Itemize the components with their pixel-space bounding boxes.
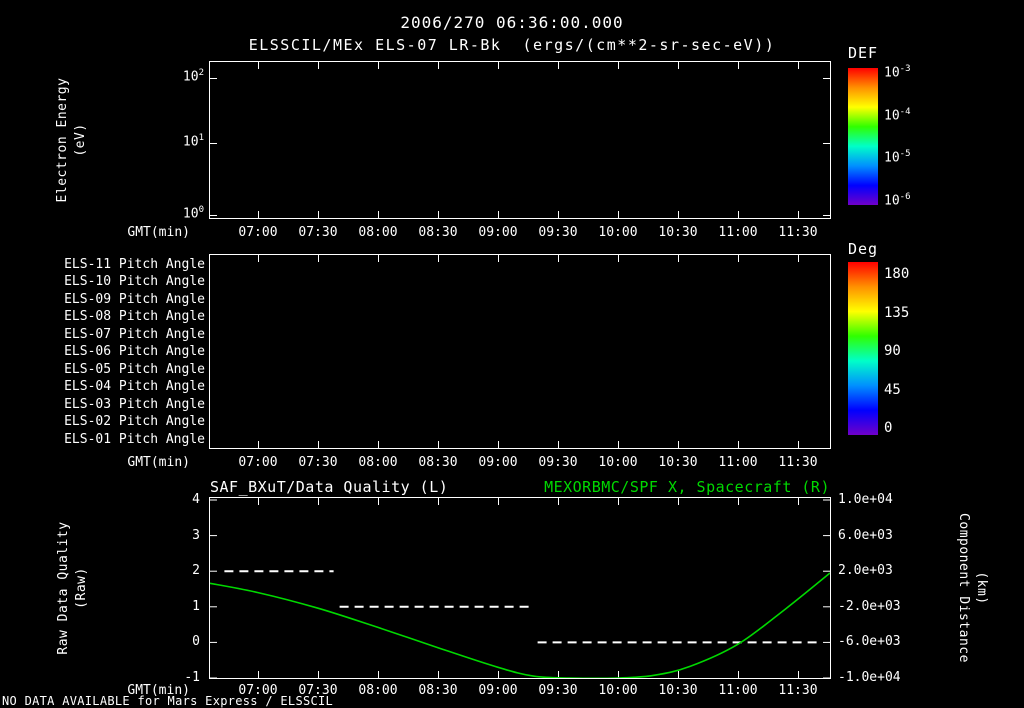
x-tick-label: 07:00 <box>238 455 278 470</box>
x-tick-label: 08:30 <box>418 455 458 470</box>
x-tick-label: 08:30 <box>418 683 458 698</box>
plot-datetime: 2006/270 06:36:00.000 <box>400 13 624 32</box>
quality-y-tick-label: -1 <box>184 670 200 685</box>
def-colorbar-tick-label: 10-4 <box>884 106 911 123</box>
x-tick-label: 09:30 <box>538 683 578 698</box>
deg-colorbar <box>848 262 878 435</box>
spacecraft-x-curve <box>210 572 830 678</box>
x-tick-label: 11:00 <box>718 455 758 470</box>
x-tick-label: 11:00 <box>718 225 758 240</box>
pitch-row-label: ELS-10 Pitch Angle <box>64 274 205 290</box>
pitch-row-label: ELS-09 Pitch Angle <box>64 291 205 307</box>
ylabel-line-2: (Raw) <box>73 567 89 609</box>
quality-y-tick-label: 0 <box>192 634 200 650</box>
spectrogram-y-tick-label: 100 <box>182 204 204 222</box>
def-colorbar-title: DEF <box>848 44 879 62</box>
distance-y-tick-label: -2.0e+03 <box>838 598 901 614</box>
x-tick-label: 11:30 <box>778 683 818 698</box>
def-colorbar-tick-label: 10-5 <box>884 149 911 166</box>
x-tick-label: 07:30 <box>298 225 338 240</box>
x-tick-label: 10:00 <box>598 455 638 470</box>
def-colorbar <box>848 68 878 205</box>
spectrogram-y-axis-label: Electron Energy (eV) <box>51 40 91 240</box>
distance-y-tick-label: 6.0e+03 <box>838 527 893 543</box>
spectrogram-y-tick-label: 101 <box>182 133 204 150</box>
quality-title-left: SAF_BXuT/Data Quality (L) <box>210 478 449 496</box>
distance-y-axis-label: Component Distance (km) <box>953 488 993 688</box>
quality-y-tick-label: 2 <box>192 563 200 579</box>
x-tick-label: 11:00 <box>718 683 758 698</box>
pitch-row-label: ELS-03 Pitch Angle <box>64 396 205 412</box>
x-tick-label: 07:00 <box>238 683 278 698</box>
def-colorbar-tick-label: 10-6 <box>884 191 911 208</box>
pitch-row-label: ELS-06 Pitch Angle <box>64 344 205 360</box>
pitch-row-label: ELS-02 Pitch Angle <box>64 414 205 430</box>
pitch-row-label: ELS-04 Pitch Angle <box>64 379 205 395</box>
x-tick-label: 10:30 <box>658 683 698 698</box>
ylabel-line-1: Component Distance <box>956 513 972 663</box>
deg-colorbar-tick-label: 135 <box>884 304 910 321</box>
x-tick-label: 10:30 <box>658 225 698 240</box>
pitch-row-label: ELS-05 Pitch Angle <box>64 361 205 377</box>
x-tick-label: 08:00 <box>358 225 398 240</box>
quality-panel <box>209 497 831 679</box>
deg-colorbar-tick-label: 180 <box>884 266 910 282</box>
quality-y-axis-label: Raw Data Quality (Raw) <box>52 488 92 688</box>
deg-colorbar-tick-label: 90 <box>884 343 901 359</box>
x-tick-label: 10:00 <box>598 225 638 240</box>
deg-colorbar-tick-label: 0 <box>884 420 893 436</box>
pitch-row-label: ELS-08 Pitch Angle <box>64 309 205 325</box>
quality-y-tick-label: 4 <box>192 492 200 507</box>
plot-title: ELSSCIL/MEx ELS-07 LR-Bk (ergs/(cm**2-sr… <box>248 36 776 54</box>
x-tick-label: 09:00 <box>478 225 518 240</box>
deg-colorbar-title: Deg <box>848 240 879 258</box>
x-tick-label: 08:00 <box>358 683 398 698</box>
ylabel-line-1: Raw Data Quality <box>55 521 71 655</box>
x-axis-label-panel1: GMT(min) <box>127 225 190 240</box>
distance-y-tick-label: -1.0e+04 <box>838 670 901 685</box>
spectrogram-panel <box>209 61 831 219</box>
pitch-row-label: ELS-01 Pitch Angle <box>64 432 205 447</box>
quality-y-tick-label: 1 <box>192 598 200 614</box>
x-tick-label: 10:30 <box>658 455 698 470</box>
x-axis-label-panel2: GMT(min) <box>127 455 190 470</box>
x-tick-label: 07:00 <box>238 225 278 240</box>
no-data-message: NO DATA AVAILABLE for Mars Express / ELS… <box>2 694 334 708</box>
deg-colorbar-tick-label: 45 <box>884 381 901 398</box>
ylabel-line-2: (eV) <box>72 123 88 157</box>
spectrogram-canvas <box>210 62 830 218</box>
x-tick-label: 11:30 <box>778 225 818 240</box>
quality-title-right: MEXORBMC/SPF X, Spacecraft (R) <box>544 478 830 496</box>
x-tick-label: 09:00 <box>478 683 518 698</box>
x-tick-label: 07:30 <box>298 455 338 470</box>
x-tick-label: 07:30 <box>298 683 338 698</box>
x-tick-label: 09:30 <box>538 225 578 240</box>
x-axis-label-panel3: GMT(min) <box>127 683 190 698</box>
quality-canvas <box>210 498 830 678</box>
distance-y-tick-label: 1.0e+04 <box>838 492 893 507</box>
x-tick-label: 09:00 <box>478 455 518 470</box>
pitch-angle-panel <box>209 254 831 449</box>
x-tick-label: 08:30 <box>418 225 458 240</box>
quality-y-tick-label: 3 <box>192 527 200 543</box>
ylabel-line-2: (km) <box>974 571 990 605</box>
x-tick-label: 11:30 <box>778 455 818 470</box>
x-tick-label: 09:30 <box>538 455 578 470</box>
ylabel-line-1: Electron Energy <box>54 77 70 203</box>
pitch-angle-canvas <box>258 255 799 448</box>
distance-y-tick-label: -6.0e+03 <box>838 634 901 650</box>
distance-y-tick-label: 2.0e+03 <box>838 563 893 579</box>
x-tick-label: 08:00 <box>358 455 398 470</box>
def-colorbar-tick-label: 10-3 <box>884 64 911 81</box>
pitch-row-label: ELS-11 Pitch Angle <box>64 256 205 272</box>
spectrogram-y-tick-label: 102 <box>182 67 204 84</box>
pitch-row-label: ELS-07 Pitch Angle <box>64 326 205 342</box>
x-tick-label: 10:00 <box>598 683 638 698</box>
